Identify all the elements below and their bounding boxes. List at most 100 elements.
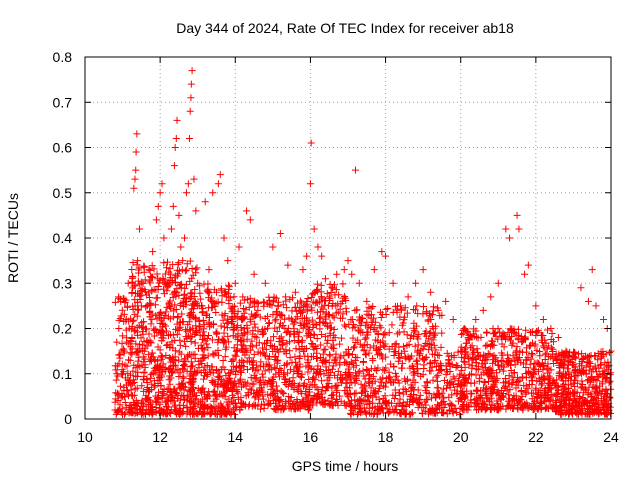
data-point xyxy=(535,367,543,375)
data-point xyxy=(171,347,179,355)
data-point xyxy=(376,322,384,330)
data-point xyxy=(557,394,565,402)
data-point xyxy=(425,346,433,354)
data-point xyxy=(568,352,576,360)
data-point xyxy=(141,361,149,369)
data-point xyxy=(242,392,250,400)
data-point xyxy=(563,348,571,356)
data-point xyxy=(362,334,370,342)
data-point xyxy=(234,307,242,315)
data-point xyxy=(508,380,516,388)
data-point xyxy=(492,376,500,384)
data-point xyxy=(111,298,119,306)
data-point xyxy=(162,322,170,330)
data-point xyxy=(363,328,371,336)
data-point xyxy=(464,403,472,411)
data-point xyxy=(248,337,256,345)
data-point xyxy=(179,318,187,326)
data-point xyxy=(556,359,564,367)
data-point xyxy=(513,343,521,351)
data-point xyxy=(438,367,446,375)
data-point xyxy=(317,341,325,349)
data-point xyxy=(141,410,149,418)
data-point xyxy=(458,331,466,339)
data-point xyxy=(196,322,204,330)
data-point xyxy=(174,366,182,374)
y-tick-label: 0.6 xyxy=(53,140,73,156)
data-point xyxy=(578,383,586,391)
data-point xyxy=(271,389,279,397)
data-point xyxy=(313,334,321,342)
data-point xyxy=(581,398,589,406)
data-point xyxy=(333,388,341,396)
data-point xyxy=(488,372,496,380)
data-point xyxy=(490,352,498,360)
data-point xyxy=(369,399,377,407)
data-point xyxy=(577,408,585,416)
data-point xyxy=(309,352,317,360)
data-point xyxy=(243,207,251,215)
data-point xyxy=(120,347,128,355)
data-point xyxy=(152,326,160,334)
data-point xyxy=(565,368,573,376)
data-point xyxy=(396,313,404,321)
data-point xyxy=(227,304,235,312)
data-point xyxy=(237,400,245,408)
data-point xyxy=(251,320,259,328)
data-point xyxy=(249,357,257,365)
data-point xyxy=(528,351,536,359)
data-point xyxy=(170,307,178,315)
data-point xyxy=(431,393,439,401)
data-point xyxy=(250,350,258,358)
data-point xyxy=(598,378,606,386)
data-point xyxy=(152,312,160,320)
data-point xyxy=(186,351,194,359)
data-point xyxy=(286,354,294,362)
data-point xyxy=(449,373,457,381)
data-point xyxy=(176,301,184,309)
data-point xyxy=(154,376,162,384)
data-point xyxy=(344,257,352,265)
data-point xyxy=(474,348,482,356)
data-point xyxy=(186,107,194,115)
data-point xyxy=(187,358,195,366)
data-point xyxy=(351,306,359,314)
data-point xyxy=(384,305,392,313)
data-point xyxy=(378,248,386,256)
data-point xyxy=(112,389,120,397)
data-point xyxy=(414,347,422,355)
data-point xyxy=(157,371,165,379)
data-point xyxy=(509,352,517,360)
data-point xyxy=(123,303,131,311)
data-point xyxy=(518,373,526,381)
data-point xyxy=(483,328,491,336)
data-point xyxy=(121,298,129,306)
data-point xyxy=(258,344,266,352)
data-point xyxy=(547,325,555,332)
data-point xyxy=(115,360,123,368)
data-point xyxy=(532,302,540,310)
data-point xyxy=(385,373,393,381)
data-point xyxy=(411,306,419,314)
data-point xyxy=(113,338,121,346)
data-point xyxy=(177,385,185,393)
data-point xyxy=(145,277,153,285)
data-point xyxy=(369,355,377,363)
data-point xyxy=(276,335,284,343)
data-point xyxy=(151,381,159,389)
data-point xyxy=(283,361,291,369)
data-point xyxy=(426,359,434,367)
data-point xyxy=(298,299,306,307)
data-point xyxy=(340,399,348,407)
data-point xyxy=(333,270,341,278)
data-point xyxy=(251,298,259,306)
data-point xyxy=(157,406,165,414)
data-point xyxy=(115,316,123,324)
data-point xyxy=(132,148,140,156)
data-point xyxy=(144,383,152,391)
data-point xyxy=(167,368,175,376)
data-point xyxy=(111,362,119,370)
data-point xyxy=(132,340,140,348)
data-point xyxy=(498,340,506,348)
data-point xyxy=(270,397,278,405)
